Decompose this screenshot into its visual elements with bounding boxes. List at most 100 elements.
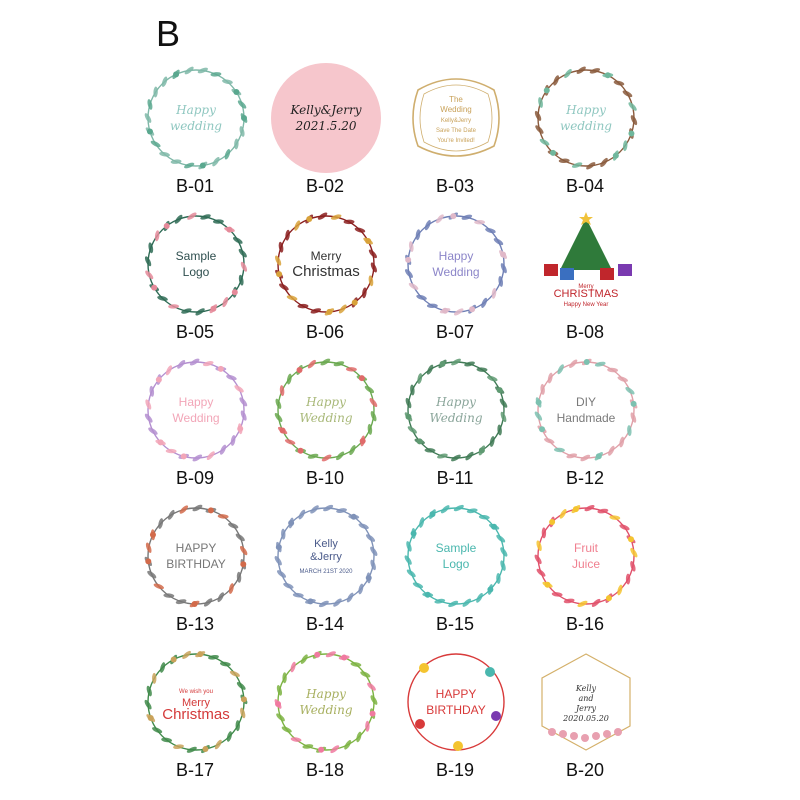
- leaf-icon: [278, 241, 284, 253]
- flower-icon: [491, 523, 498, 530]
- sticker-item[interactable]: Happy Wedding B-10: [260, 354, 390, 500]
- leaf-icon: [276, 713, 285, 722]
- flower-icon: [296, 366, 303, 373]
- leaf-icon: [535, 125, 544, 134]
- sticker-item[interactable]: Merry CHRISTMAS Happy New Year B-08: [520, 208, 650, 354]
- leaf-icon: [170, 159, 182, 164]
- sticker-item[interactable]: Happy wedding B-04: [520, 62, 650, 208]
- leaf-icon: [576, 66, 586, 74]
- sticker-text-line: Wedding: [429, 411, 482, 425]
- sticker-code-label: B-07: [435, 322, 475, 342]
- leaf-icon: [462, 598, 472, 607]
- leaf-icon: [333, 361, 345, 367]
- leaf-icon: [212, 157, 220, 167]
- sticker-code-label: B-11: [436, 468, 474, 488]
- leaf-icon: [367, 423, 373, 435]
- sticker-code-label: B-09: [175, 468, 215, 488]
- sticker-text-line: Sample: [176, 249, 217, 263]
- sticker-code-label: B-15: [435, 614, 475, 634]
- leaf-icon: [147, 570, 157, 579]
- sticker-item[interactable]: Sample Logo B-05: [130, 208, 260, 354]
- balloon-icon: [415, 719, 425, 729]
- sticker-code-label: B-01: [175, 176, 215, 196]
- sticker-item[interactable]: We wish you Merry Christmas B-17: [130, 646, 260, 792]
- flower-icon: [155, 376, 162, 383]
- leaf-icon: [622, 140, 628, 152]
- sticker-item[interactable]: Happy Wedding B-07: [390, 208, 520, 354]
- sticker-item[interactable]: Fruit Juice B-16: [520, 500, 650, 646]
- flower-icon: [341, 654, 348, 661]
- sticker-item[interactable]: Happy Wedding B-18: [260, 646, 390, 792]
- leaf-icon: [600, 157, 608, 168]
- sticker-item[interactable]: Merry Christmas B-06: [260, 208, 390, 354]
- leaf-icon: [232, 237, 243, 244]
- sticker-item[interactable]: Sample Logo B-15: [390, 500, 520, 646]
- sticker-design: Happy Wedding: [274, 650, 378, 754]
- leaf-icon: [370, 695, 378, 705]
- flower-icon: [180, 453, 187, 460]
- leaf-icon: [275, 398, 282, 409]
- sticker-code-label: B-12: [565, 468, 605, 488]
- sticker-item[interactable]: The Wedding Kelly&Jerry Save The Date You're…: [390, 62, 520, 208]
- flower-icon: [539, 426, 546, 433]
- leaf-icon: [279, 385, 285, 397]
- leaf-icon: [202, 361, 214, 367]
- sticker-item[interactable]: Happy wedding B-01: [130, 62, 260, 208]
- leaf-icon: [407, 426, 417, 434]
- leaf-icon: [435, 214, 444, 224]
- leaf-icon: [321, 454, 332, 462]
- sticker-item[interactable]: HAPPY BIRTHDAY B-13: [130, 500, 260, 646]
- sticker-text-line: DIY: [576, 395, 596, 409]
- flower-icon: [217, 365, 224, 372]
- sticker-item[interactable]: Happy Wedding B-09: [130, 354, 260, 500]
- flower-icon: [469, 306, 476, 313]
- sticker-item[interactable]: HAPPY BIRTHDAY B-19: [390, 646, 520, 792]
- flower-icon: [226, 226, 233, 233]
- leaf-icon: [195, 308, 205, 316]
- sticker-item[interactable]: Kelly&Jerry 2021.5.20 B-02: [260, 62, 390, 208]
- sticker-item[interactable]: Happy Wedding B-11: [390, 354, 520, 500]
- leaf-icon: [330, 214, 342, 220]
- leaf-icon: [500, 547, 508, 557]
- leaf-icon: [345, 367, 357, 372]
- sticker-item[interactable]: Kelly &Jerry MARCH 21ST 2020 B-14: [260, 500, 390, 646]
- leaf-icon: [577, 600, 588, 607]
- leaf-icon: [478, 514, 490, 520]
- sticker-design: Fruit Juice: [534, 505, 638, 607]
- leaf-icon: [219, 444, 227, 455]
- leaf-icon: [534, 411, 543, 421]
- leaf-icon: [145, 270, 154, 280]
- sticker-text-line: Happy: [305, 687, 346, 701]
- flower-icon: [288, 519, 295, 526]
- leaf-icon: [150, 140, 161, 148]
- leaf-icon: [354, 227, 366, 233]
- leaf-icon: [553, 447, 565, 453]
- leaf-icon: [416, 294, 427, 301]
- star-icon: [579, 212, 593, 225]
- leaf-icon: [281, 528, 286, 540]
- flower-icon: [275, 544, 282, 551]
- leaf-icon: [370, 411, 377, 422]
- sticker-row: Happy Wedding B-09 Happy Wedding B-10 Happy Wed…: [130, 354, 650, 500]
- leaf-icon: [594, 361, 606, 367]
- leaf-icon: [476, 592, 483, 603]
- leaf-icon: [368, 275, 374, 287]
- flower-icon: [478, 447, 485, 454]
- flower-icon: [297, 447, 304, 454]
- leaf-icon: [499, 398, 508, 408]
- sticker-row: We wish you Merry Christmas B-17 Happy Weddin…: [130, 646, 650, 792]
- leaf-icon: [240, 707, 246, 719]
- leaf-icon: [491, 287, 497, 299]
- leaf-icon: [222, 79, 233, 85]
- leaf-icon: [476, 367, 488, 372]
- leaf-icon: [613, 80, 625, 86]
- sticker-text-line: Merry: [578, 284, 593, 290]
- leaf-icon: [235, 533, 245, 542]
- sticker-item[interactable]: Kelly and Jerry 2020.05.20 B-20: [520, 646, 650, 792]
- leaf-icon: [534, 110, 542, 121]
- flower-icon: [197, 651, 204, 658]
- flower-icon: [318, 746, 325, 753]
- leaf-icon: [364, 385, 375, 394]
- sticker-item[interactable]: DIY Handmade B-12: [520, 354, 650, 500]
- sticker-row: HAPPY BIRTHDAY B-13 Kelly &Jerry MARCH 21ST 2…: [130, 500, 650, 646]
